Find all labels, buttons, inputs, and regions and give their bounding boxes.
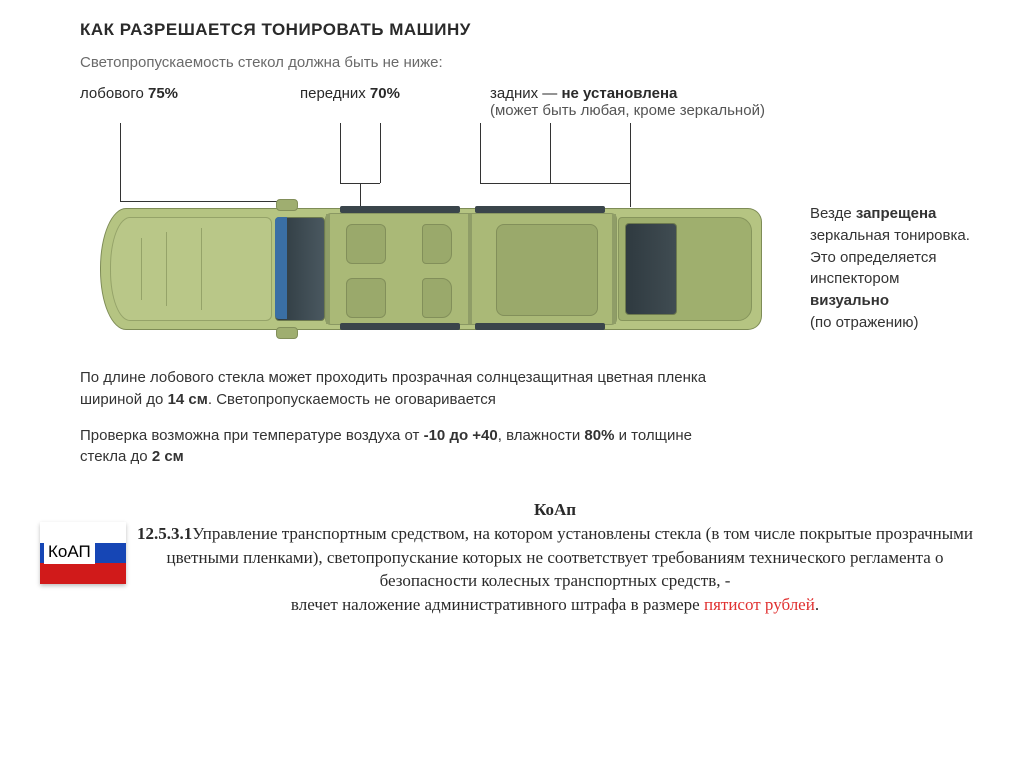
label-windshield-value: 75% xyxy=(148,85,178,102)
front-side-window xyxy=(340,206,460,213)
koap-body2: влечет наложение административного штраф… xyxy=(291,595,704,614)
koap-fine: пятисот рублей xyxy=(704,595,815,614)
diagram: Везде запрещена зеркальная тонировка. Эт… xyxy=(40,123,984,353)
pillar xyxy=(326,214,330,324)
koap-flag-label: КоАП xyxy=(44,540,95,564)
p1-t2: . Светопропускаемость не оговаривается xyxy=(208,391,496,408)
p2-t2: , влажности xyxy=(498,427,585,444)
para-check-conditions: Проверка возможна при температуре воздух… xyxy=(80,425,720,469)
label-rear-name: задних — xyxy=(490,85,557,102)
callout-line xyxy=(120,123,121,201)
labels-row: лобового 75% передних 70% задних — не ус… xyxy=(80,85,984,119)
front-seats xyxy=(346,224,386,314)
callout-line xyxy=(340,123,341,183)
hood-detail xyxy=(141,238,142,300)
p1-b1: 14 см xyxy=(168,391,208,408)
car-hood xyxy=(110,217,272,321)
pillar xyxy=(612,214,616,324)
p2-b3: 2 см xyxy=(152,448,184,465)
seat xyxy=(346,278,386,318)
front-side-window xyxy=(340,323,460,330)
mirror-right xyxy=(276,327,298,339)
callout-line xyxy=(380,123,381,183)
ri-l4: визуально xyxy=(810,292,889,309)
car-illustration xyxy=(80,193,780,343)
pillar xyxy=(468,214,472,324)
rear-side-window xyxy=(475,323,605,330)
para-sunstrip: По длине лобового стекла может проходить… xyxy=(80,367,720,411)
p2-t1: Проверка возможна при температуре воздух… xyxy=(80,427,424,444)
label-windshield-name: лобового xyxy=(80,85,144,102)
mirror-left xyxy=(276,199,298,211)
koap-header: КоАп xyxy=(534,500,576,519)
label-front-name: передних xyxy=(300,85,366,102)
koap-flag-icon: КоАП xyxy=(40,522,126,584)
label-front-value: 70% xyxy=(370,85,400,102)
callout-line xyxy=(480,123,481,183)
callout-line xyxy=(550,123,551,183)
ri-l3: Это определяется инспектором xyxy=(810,249,936,288)
sunstrip xyxy=(275,217,287,319)
flag-stripe-bot xyxy=(40,563,126,584)
ri-l1a: Везде xyxy=(810,205,856,222)
koap-body3: . xyxy=(815,595,819,614)
hood-detail xyxy=(201,228,202,310)
rear-window xyxy=(625,223,677,315)
seat xyxy=(346,224,386,264)
subtitle: Светопропускаемость стекол должна быть н… xyxy=(80,54,984,71)
cabin xyxy=(325,213,617,325)
p2-b2: 80% xyxy=(584,427,614,444)
seat xyxy=(422,278,452,318)
front-seatbacks xyxy=(422,224,452,314)
seat xyxy=(422,224,452,264)
rear-bench xyxy=(496,224,596,314)
label-rear: задних — не установлена (может быть люба… xyxy=(490,85,765,119)
hood-detail xyxy=(166,232,167,306)
label-windshield: лобового 75% xyxy=(80,85,270,102)
ri-l5: (по отражению) xyxy=(810,314,918,331)
callout-line xyxy=(480,183,630,184)
label-rear-note: (может быть любая, кроме зеркальной) xyxy=(490,102,765,119)
rear-side-window xyxy=(475,206,605,213)
ri-l1b: запрещена xyxy=(856,205,937,222)
page-title: КАК РАЗРЕШАЕТСЯ ТОНИРОВАТЬ МАШИНУ xyxy=(80,20,984,40)
label-front: передних 70% xyxy=(300,85,460,102)
koap-text: КоАп 12.5.3.1Управление транспортным сре… xyxy=(126,498,984,617)
seat xyxy=(496,224,598,316)
koap-body1: Управление транспортным средством, на ко… xyxy=(166,524,973,591)
ri-l2: зеркальная тонировка. xyxy=(810,227,970,244)
mirror-tint-info: Везде запрещена зеркальная тонировка. Эт… xyxy=(810,203,1010,334)
koap-block: КоАП КоАп 12.5.3.1Управление транспортны… xyxy=(40,498,984,617)
koap-article: 12.5.3.1 xyxy=(137,524,192,543)
p2-b1: -10 до +40 xyxy=(424,427,498,444)
label-rear-value: не установлена xyxy=(561,85,677,102)
